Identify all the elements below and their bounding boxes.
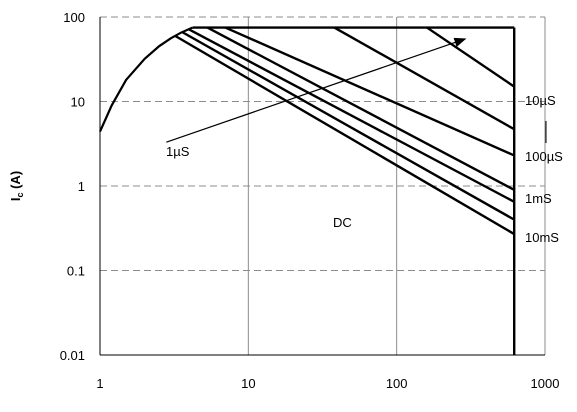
y-axis-label: Ic (A): [8, 171, 25, 201]
label-100us: 100µS: [525, 149, 563, 164]
x-tick-label: 1: [96, 376, 103, 391]
soa-envelope-curve: [98, 26, 193, 133]
x-tick-label: 10: [241, 376, 255, 391]
y-tick-label: 100: [63, 10, 85, 25]
label-10ms: 10mS: [525, 230, 559, 245]
series-line-6: [426, 26, 515, 88]
annotation-arrow: [166, 37, 467, 143]
y-tick-label: 1: [78, 179, 85, 194]
series-line-10s: [224, 26, 515, 157]
label-dc: DC: [333, 215, 352, 230]
series-line-100s: [206, 26, 515, 191]
series-line-10ms: [181, 31, 515, 221]
y-tick-label: 0.01: [60, 348, 85, 363]
series-line-5: [333, 26, 515, 131]
x-tick-label: 1000: [531, 376, 560, 391]
y-tick-label: 0.1: [67, 264, 85, 279]
label-1us: 1µS: [166, 144, 190, 159]
y-tick-label: 10: [71, 95, 85, 110]
series-line-dc: [174, 34, 515, 236]
x-tick-label: 100: [386, 376, 408, 391]
series-line-1ms: [188, 28, 515, 203]
label-10us: 10µS: [525, 93, 556, 108]
label-1ms: 1mS: [525, 191, 552, 206]
